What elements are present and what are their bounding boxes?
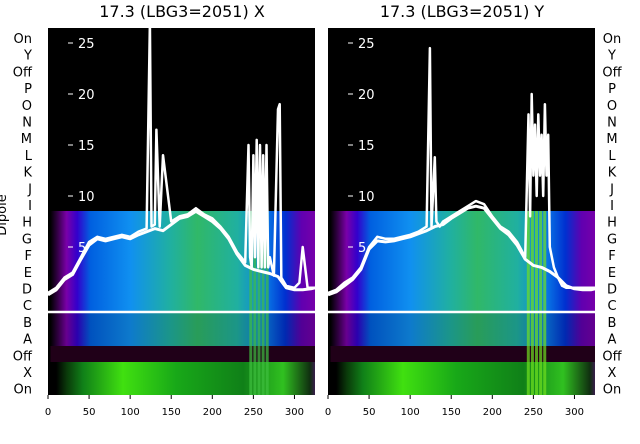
row-label: I (28, 199, 32, 214)
overlay-tick-label: 10 (358, 190, 375, 205)
spike-column (253, 211, 257, 395)
spike-column (257, 211, 261, 395)
x-tick-label: 0 (45, 407, 51, 418)
x-tick-label: 250 (244, 407, 263, 418)
heatmap-band-off (330, 346, 595, 362)
heatmap-band-x (336, 362, 595, 395)
overlay-tick-label: 15 (358, 139, 375, 154)
heatmap-body: 5 10 15 20 25 (48, 28, 315, 395)
x-tick-label: 0 (325, 407, 331, 418)
x-tick-label: 250 (524, 407, 543, 418)
spike-column (249, 211, 253, 395)
row-label: Off (602, 65, 622, 80)
x-tick-label: 300 (285, 407, 304, 418)
row-label: G (22, 232, 32, 247)
x-tick-label: 150 (162, 407, 181, 418)
spike-column (543, 211, 547, 395)
row-label: On (14, 383, 32, 398)
row-label: P (24, 82, 32, 97)
overlay-tick-label: 25 (358, 37, 375, 52)
x-tick-label: 150 (442, 407, 461, 418)
row-label: C (607, 299, 616, 314)
spike-column (265, 211, 269, 395)
row-label: X (608, 366, 617, 381)
row-label: O (607, 99, 617, 114)
row-label: M (606, 132, 617, 147)
heatmap-band-x (56, 362, 315, 395)
overlay-tick-label: 5 (358, 241, 366, 256)
overlay-tick-label: 20 (358, 88, 375, 103)
row-label: J (27, 182, 32, 197)
row-label: D (22, 283, 32, 298)
x-tick-label: 200 (483, 407, 502, 418)
row-label: N (607, 116, 617, 131)
row-label: E (24, 266, 32, 281)
row-label: H (607, 216, 617, 231)
heatmap-block (50, 211, 315, 312)
heatmap-band-off (50, 346, 315, 362)
row-label: A (23, 333, 32, 348)
row-label: L (608, 149, 616, 164)
overlay-tick-label: 15 (78, 139, 95, 154)
row-label: I (610, 199, 614, 214)
x-tick-label: 100 (401, 407, 420, 418)
row-label: M (21, 132, 32, 147)
x-tick-label: 200 (203, 407, 222, 418)
row-label: Y (23, 49, 32, 64)
x-tick-label: 50 (83, 407, 96, 418)
chart-titles: 17.3 (LBG3=2051) X 17.3 (LBG3=2051) Y Di… (0, 2, 544, 236)
row-label: F (608, 249, 615, 264)
heatmap-band-ba (330, 312, 595, 346)
row-label: G (607, 232, 617, 247)
row-label: On (603, 32, 621, 47)
heatmap-band-ba (50, 312, 315, 346)
row-label: K (23, 166, 32, 181)
row-label: Off (602, 349, 622, 364)
row-label: Off (13, 65, 33, 80)
row-label: H (22, 216, 32, 231)
spike-column (535, 211, 539, 395)
row-label: C (23, 299, 32, 314)
overlay-tick-label: 10 (78, 190, 95, 205)
row-label: A (608, 333, 617, 348)
row-label: X (23, 366, 32, 381)
overlay-tick-label: 20 (78, 88, 95, 103)
row-label: E (608, 266, 616, 281)
row-label: D (607, 283, 617, 298)
row-label: P (608, 82, 616, 97)
x-tick-label: 300 (565, 407, 584, 418)
row-label: F (25, 249, 32, 264)
series-line (48, 209, 315, 297)
row-label: O (22, 99, 32, 114)
row-label: B (608, 316, 617, 331)
overlay-tick-label: 25 (78, 37, 95, 52)
chart-title-x: 17.3 (LBG3=2051) X (99, 2, 265, 21)
chart-title-y: 17.3 (LBG3=2051) Y (380, 2, 545, 21)
row-label: K (608, 166, 617, 181)
spike-column (261, 211, 265, 395)
overlay-tick-label: 5 (78, 241, 86, 256)
row-label: Off (13, 349, 33, 364)
heatmap-body: 5 10 15 20 25 (328, 28, 595, 395)
heatmap-block (330, 211, 595, 312)
spike-column (530, 211, 534, 395)
row-label: N (22, 116, 32, 131)
y-axis-label: Dipole (0, 194, 10, 235)
row-label: Y (607, 49, 616, 64)
x-tick-label: 50 (363, 407, 376, 418)
row-label: L (25, 149, 33, 164)
row-label: On (14, 32, 32, 47)
row-label: On (603, 383, 621, 398)
row-label: B (23, 316, 32, 331)
spike-column (526, 211, 530, 395)
spike-column (539, 211, 543, 395)
x-tick-label: 100 (121, 407, 140, 418)
row-label: J (609, 182, 614, 197)
series-line (328, 204, 595, 297)
